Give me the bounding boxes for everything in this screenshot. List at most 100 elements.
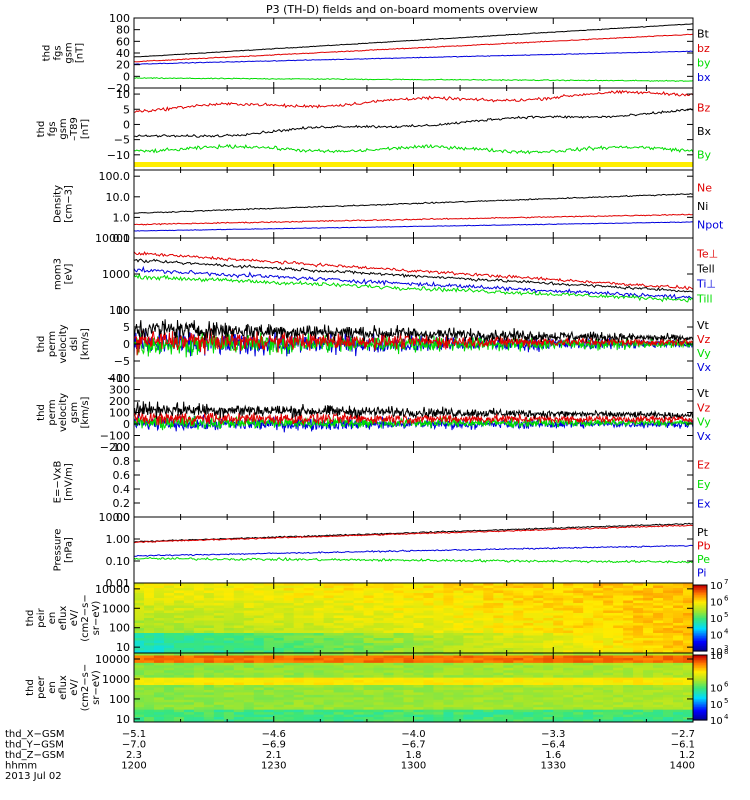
spectrogram-cell xyxy=(163,628,175,632)
spectrogram-cell xyxy=(633,625,644,629)
spectrogram-cell xyxy=(473,600,484,604)
ytick-label: 10000 xyxy=(95,653,130,666)
spectrogram-cell xyxy=(483,633,494,637)
spectrogram-cell xyxy=(343,588,355,592)
spectrogram-cell xyxy=(233,593,245,597)
spectrogram-cell xyxy=(673,692,684,696)
spectrogram-cell xyxy=(203,635,215,639)
spectrogram-cell xyxy=(203,603,215,607)
spectrogram-cell xyxy=(573,610,584,614)
colorbar-swatch xyxy=(693,631,707,634)
ylabel-line: sr−eV) xyxy=(91,601,102,636)
spectrogram-cell xyxy=(343,603,355,607)
spectrogram-cell xyxy=(343,605,355,609)
spectrogram-cell xyxy=(343,613,355,617)
spectrogram-cell xyxy=(253,680,265,684)
spectrogram-cell xyxy=(573,593,584,597)
spectrogram-cell xyxy=(143,603,155,607)
spectrogram-cell xyxy=(653,680,664,684)
spectrogram-cell xyxy=(433,694,445,698)
spectrogram-cell xyxy=(293,714,305,718)
spectrogram-cell xyxy=(443,660,455,664)
spectrogram-cell xyxy=(383,653,395,657)
spectrogram-cell xyxy=(223,719,235,722)
ylabel-line: thd xyxy=(36,404,47,421)
spectrogram-cell xyxy=(523,615,534,619)
spectrogram-cell xyxy=(673,719,684,722)
spectrogram-cell xyxy=(543,588,554,592)
spectrogram-cell xyxy=(253,667,265,671)
spectrogram-cell xyxy=(223,608,235,612)
spectrogram-cell xyxy=(663,650,674,653)
spectrogram-cell xyxy=(273,697,285,701)
spectrogram-cell xyxy=(333,697,345,701)
spectrogram-cell xyxy=(463,719,474,722)
spectrogram-cell xyxy=(413,712,425,716)
spectrogram-cell xyxy=(283,655,295,659)
spectrogram-cell xyxy=(483,623,494,627)
spectrogram-cell xyxy=(453,692,465,696)
spectrogram-cell xyxy=(233,610,245,614)
spectrogram-cell xyxy=(553,714,564,718)
spectrogram-cell xyxy=(643,628,654,632)
spectrogram-cell xyxy=(423,608,435,612)
spectrogram-cell xyxy=(633,630,644,634)
spectrogram-cell xyxy=(603,625,614,629)
spectrogram-cell xyxy=(153,590,165,594)
spectrogram-cell xyxy=(343,660,355,664)
spectrogram-cell xyxy=(523,685,534,689)
spectrogram-cell xyxy=(453,697,465,701)
spectrogram-cell xyxy=(593,704,604,708)
spectrogram-cell xyxy=(463,638,474,642)
spectrogram-cell xyxy=(263,600,275,604)
colorbar-swatch xyxy=(693,689,707,692)
spectrogram-cell xyxy=(253,655,265,659)
spectrogram-cell xyxy=(683,694,693,698)
spectrogram-cell xyxy=(683,638,693,642)
spectrogram-cell xyxy=(303,712,315,716)
spectrogram-cell xyxy=(223,588,235,592)
spectrogram-cell xyxy=(243,615,255,619)
spectrogram-cell xyxy=(373,677,385,681)
spectrogram-cell xyxy=(153,595,165,599)
spectrogram-cell xyxy=(433,665,445,669)
spectrogram-cell xyxy=(143,697,155,701)
spectrogram-cell xyxy=(593,685,604,689)
colorbar-swatch xyxy=(693,716,707,719)
spectrogram-cell xyxy=(573,662,584,666)
spectrogram-cell xyxy=(653,598,664,602)
spectrogram-cell xyxy=(573,645,584,649)
spectrogram-cell xyxy=(463,645,474,649)
spectrogram-cell xyxy=(493,657,504,661)
spectrogram-cell xyxy=(613,638,624,642)
spectrogram-cell xyxy=(303,704,315,708)
spectrogram-cell xyxy=(593,633,604,637)
spectrogram-cell xyxy=(473,702,484,706)
spectrogram-cell xyxy=(653,618,664,622)
spectrogram-cell xyxy=(573,685,584,689)
spectrogram-cell xyxy=(343,653,355,657)
spectrogram-cell xyxy=(513,709,524,713)
spectrogram-cell xyxy=(543,608,554,612)
spectrogram-cell xyxy=(413,697,425,701)
spectrogram-cell xyxy=(293,697,305,701)
spectrogram-cell xyxy=(413,640,425,644)
spectrogram-cell xyxy=(493,699,504,703)
spectrogram-cell xyxy=(134,585,145,589)
legend-bz: bz xyxy=(697,42,710,55)
footer-value: −6.9 xyxy=(262,740,286,751)
spectrogram-cell xyxy=(603,712,614,716)
spectrogram-cell xyxy=(243,605,255,609)
spectrogram-cell xyxy=(393,655,405,659)
spectrogram-cell xyxy=(303,697,315,701)
spectrogram-cell xyxy=(483,694,494,698)
spectrogram-cell xyxy=(283,595,295,599)
spectrogram-cell xyxy=(223,675,235,679)
spectrogram-cell xyxy=(213,620,225,624)
spectrogram-cell xyxy=(483,600,494,604)
legend-Till: Till xyxy=(696,293,713,306)
spectrogram-cell xyxy=(163,667,175,671)
spectrogram-cell xyxy=(493,655,504,659)
spectrogram-cell xyxy=(593,593,604,597)
